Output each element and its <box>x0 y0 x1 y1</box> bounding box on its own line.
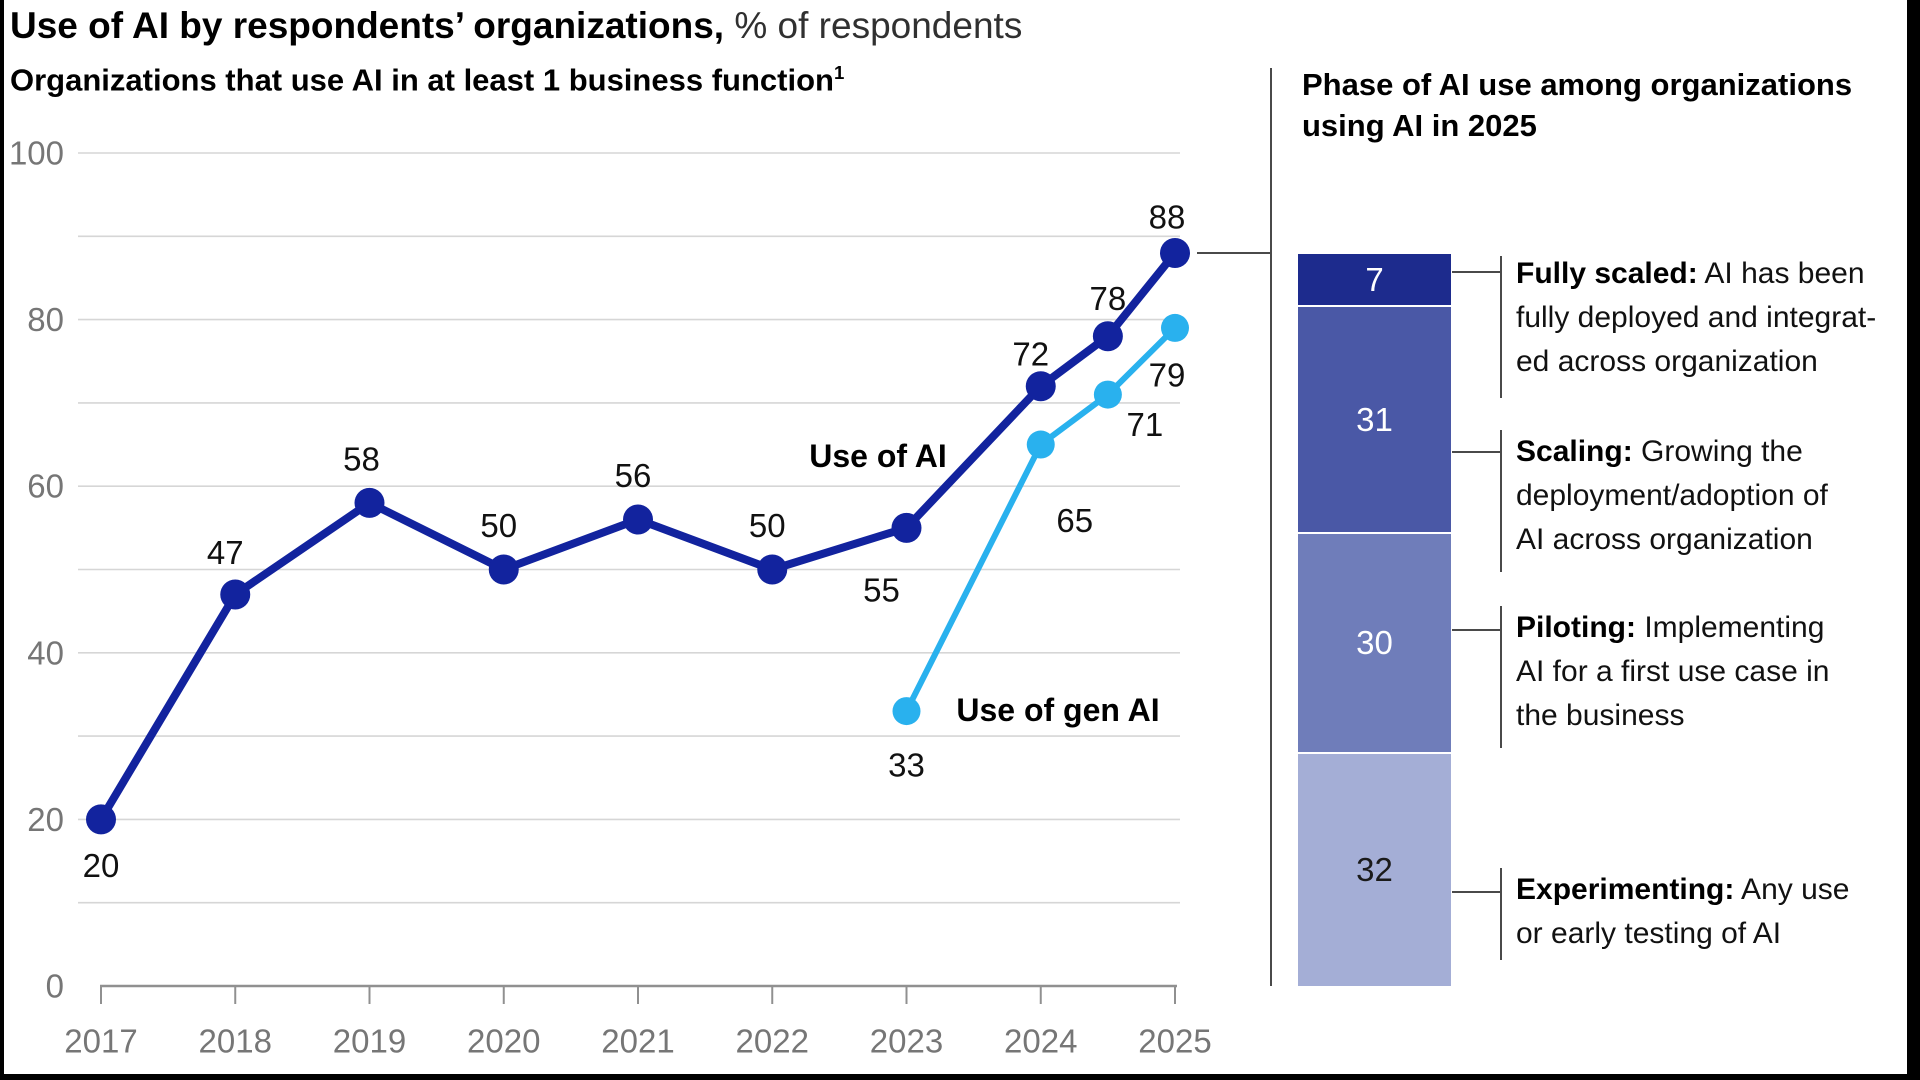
bottom-black-edge <box>0 1074 1920 1080</box>
data-point <box>488 554 519 585</box>
data-label: 58 <box>343 440 380 477</box>
data-label: 79 <box>1149 356 1186 393</box>
data-label: 33 <box>888 747 925 784</box>
page-title-bold: Use of AI by respondents’ organizations, <box>10 5 725 46</box>
y-tick-label: 60 <box>27 468 64 505</box>
phase-tickline-3 <box>1500 868 1502 960</box>
data-label: 55 <box>863 571 900 608</box>
x-tick-label: 2020 <box>467 1023 540 1060</box>
data-point <box>757 554 788 585</box>
data-label: 47 <box>207 534 244 571</box>
x-tick-label: 2025 <box>1138 1023 1211 1060</box>
phase-line: or early testing of AI <box>1516 917 1782 950</box>
phase-bar-segment-2: 30 <box>1298 532 1451 752</box>
data-point <box>1025 371 1056 402</box>
phase-line: Scaling: Growing the <box>1516 435 1803 468</box>
footnote-marker: 1 <box>833 62 845 83</box>
series-label-1: Use of gen AI <box>956 692 1159 728</box>
phase-connector-2 <box>1452 629 1500 631</box>
data-label: 88 <box>1149 198 1186 235</box>
series-label-0: Use of AI <box>809 438 947 474</box>
data-point <box>354 487 385 518</box>
phase-panel-heading-line2: using AI in 2025 <box>1302 108 1537 143</box>
phase-line: Experimenting: Any use <box>1516 873 1850 906</box>
phase-tickline-0 <box>1500 256 1502 398</box>
data-label: 50 <box>749 507 786 544</box>
data-point <box>1026 430 1055 459</box>
y-tick-label: 40 <box>27 634 64 671</box>
phase-connector-3 <box>1452 891 1500 893</box>
page-title: Use of AI by respondents’ organizations,… <box>10 2 1022 50</box>
phase-line: ed across organization <box>1516 345 1818 378</box>
phase-connector-0 <box>1452 271 1500 273</box>
x-tick-label: 2022 <box>736 1023 809 1060</box>
y-tick-label: 0 <box>46 968 64 1005</box>
phase-description-2: Piloting: Implementing AI for a first use… <box>1516 606 1829 738</box>
data-label: 71 <box>1127 406 1164 443</box>
phase-line: AI across organization <box>1516 523 1813 556</box>
phase-line: deployment/adoption of <box>1516 479 1828 512</box>
data-point <box>1160 237 1190 268</box>
data-point <box>220 579 251 610</box>
data-point <box>1092 321 1123 352</box>
data-label: 72 <box>1012 336 1049 373</box>
data-point <box>1093 380 1122 409</box>
x-tick-label: 2019 <box>333 1023 406 1060</box>
right-black-edge <box>1907 0 1920 1080</box>
phase-line: Fully scaled: AI has been <box>1516 257 1865 290</box>
x-tick-label: 2018 <box>199 1023 272 1060</box>
phase-panel-heading: Phase of AI use among organizations usin… <box>1302 64 1852 146</box>
phase-line: Piloting: Implementing <box>1516 611 1825 644</box>
data-point <box>86 804 116 835</box>
phase-line: AI for a first use case in <box>1516 655 1830 688</box>
left-black-edge <box>0 0 4 1080</box>
data-point <box>1161 313 1189 342</box>
phase-description-0: Fully scaled: AI has been fully deployed … <box>1516 252 1876 384</box>
data-label: 78 <box>1090 280 1127 317</box>
phase-bar-segment-1: 31 <box>1298 305 1451 533</box>
y-tick-label: 100 <box>9 135 64 172</box>
y-tick-label: 80 <box>27 301 64 338</box>
series-line-1 <box>903 324 1178 715</box>
phase-description-3: Experimenting: Any use or early testing o… <box>1516 868 1849 956</box>
line-chart-subtitle: Organizations that use AI in at least 1 … <box>10 62 844 98</box>
data-label: 56 <box>615 457 652 494</box>
phase-tickline-1 <box>1500 430 1502 572</box>
x-tick-label: 2024 <box>1004 1023 1077 1060</box>
x-tick-label: 2023 <box>870 1023 943 1060</box>
phase-line: fully deployed and integrat- <box>1516 301 1877 334</box>
phase-bar-segment-0: 7 <box>1298 254 1451 306</box>
phase-panel-heading-line1: Phase of AI use among organizations <box>1302 67 1853 102</box>
x-tick-label: 2021 <box>601 1023 674 1060</box>
data-label: 20 <box>83 847 120 884</box>
phase-line: the business <box>1516 699 1685 732</box>
page-title-unit: % of respondents <box>724 5 1023 46</box>
phase-connector-1 <box>1452 451 1500 453</box>
y-tick-label: 20 <box>27 801 64 838</box>
data-label: 50 <box>480 507 517 544</box>
data-point <box>623 504 653 535</box>
data-label: 65 <box>1056 502 1093 539</box>
series-line-0 <box>97 248 1179 824</box>
line-chart-subtitle-text: Organizations that use AI in at least 1 … <box>10 62 834 98</box>
x-tick-label: 2017 <box>64 1023 137 1060</box>
phase-description-1: Scaling: Growing the deployment/adoption … <box>1516 430 1828 562</box>
phase-tickline-2 <box>1500 606 1502 748</box>
data-point <box>891 512 922 543</box>
phase-bar-segment-3: 32 <box>1298 751 1451 986</box>
data-point <box>892 697 921 726</box>
